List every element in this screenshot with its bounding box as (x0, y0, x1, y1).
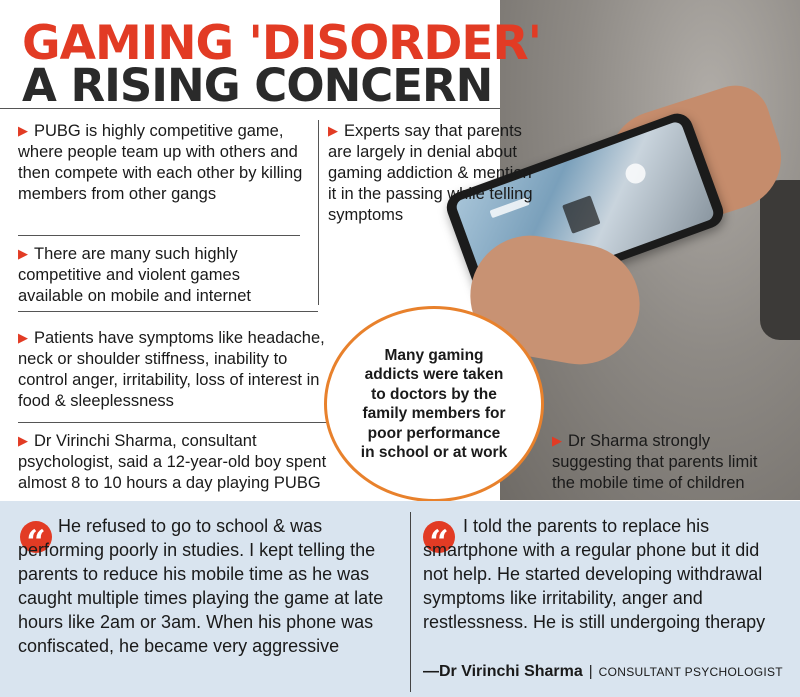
attribution-role: CONSULTANT PSYCHOLOGIST (598, 665, 783, 679)
quote-panel (0, 501, 800, 697)
attribution: —Dr Virinchi Sharma | CONSULTANT PSYCHOLOG… (423, 663, 783, 681)
triangle-arrow-icon: ▶ (18, 246, 28, 261)
point-pubg: ▶ PUBG is highly competitive game, where … (18, 122, 303, 203)
game-ui-element (562, 195, 601, 234)
divider (318, 120, 319, 305)
divider (18, 235, 300, 236)
divider (0, 108, 500, 109)
attribution-name: —Dr Virinchi Sharma (423, 663, 583, 680)
headline-line-1: GAMING 'DISORDER' (22, 16, 542, 71)
callout-text: Many gaming addicts were taken to doctor… (360, 346, 508, 462)
headline-line-2: A RISING CONCERN (22, 59, 493, 112)
triangle-arrow-icon: ▶ (552, 433, 562, 448)
triangle-arrow-icon: ▶ (18, 433, 28, 448)
quote-divider (410, 512, 411, 692)
game-ui-element (622, 160, 649, 187)
attribution-separator: | (588, 663, 593, 680)
point-limit-time: ▶ Dr Sharma strongly suggesting that pare… (552, 432, 758, 492)
triangle-arrow-icon: ▶ (18, 123, 28, 138)
triangle-arrow-icon: ▶ (18, 330, 28, 345)
sleeve-shape (760, 180, 800, 340)
triangle-arrow-icon: ▶ (328, 123, 338, 138)
point-symptoms: ▶ Patients have symptoms like headache, n… (18, 329, 325, 410)
callout-circle: Many gaming addicts were taken to doctor… (324, 306, 544, 502)
quote-right: I told the parents to replace his smartp… (423, 516, 766, 632)
point-sharma-case: ▶ Dr Virinchi Sharma, consultant psycholo… (18, 432, 327, 492)
point-violent-games: ▶ There are many such highly competitive … (18, 245, 251, 305)
divider (18, 311, 318, 312)
divider (18, 422, 338, 423)
quote-left: He refused to go to school & was perform… (18, 516, 384, 656)
point-experts: ▶ Experts say that parents are largely in… (328, 122, 533, 224)
